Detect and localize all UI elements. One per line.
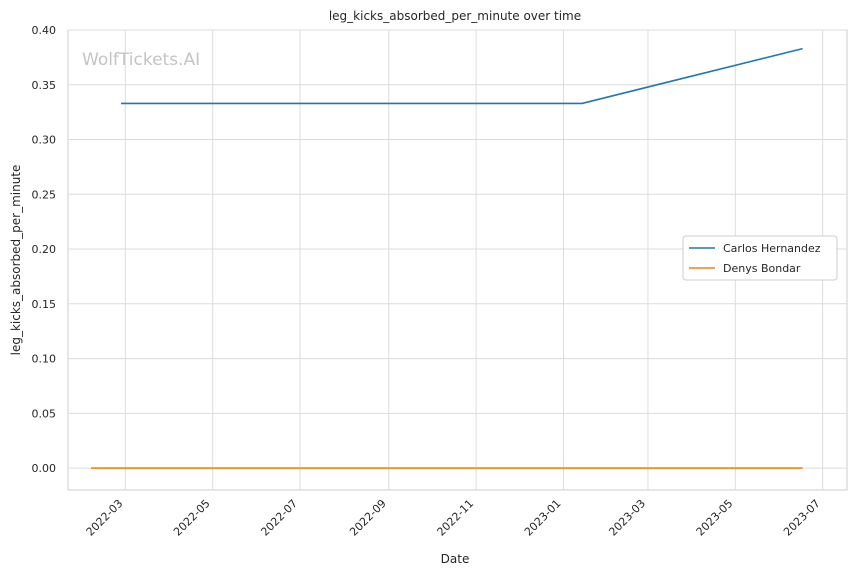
watermark: WolfTickets.AI	[82, 50, 200, 70]
y-tick-label: 0.25	[32, 188, 57, 201]
series-line-carlos-hernandez	[121, 47, 803, 105]
x-tick-label: 2022-11	[435, 497, 477, 539]
y-tick-label: 0.05	[32, 407, 57, 420]
legend-label-denys-bondar: Denys Bondar	[723, 262, 801, 275]
y-tick-label: 0.00	[32, 462, 57, 475]
x-axis-label: Date	[441, 552, 470, 566]
x-ticks: 2022-03 2022-05 2022-07 2022-09 2022-11 2023-…	[84, 497, 823, 539]
x-tick-label: 2023-01	[522, 497, 564, 539]
x-tick-label: 2022-05	[171, 497, 213, 539]
y-tick-label: 0.40	[32, 24, 57, 37]
series-layer	[90, 47, 803, 469]
x-tick-label: 2022-03	[84, 497, 126, 539]
y-tick-label: 0.15	[32, 298, 57, 311]
legend-label-carlos-hernandez: Carlos Hernandez	[723, 242, 821, 255]
legend: Carlos Hernandez Denys Bondar	[682, 235, 838, 281]
y-tick-label: 0.10	[32, 353, 57, 366]
y-tick-label: 0.30	[32, 134, 57, 147]
y-tick-label: 0.20	[32, 243, 57, 256]
x-tick-label: 2022-07	[258, 497, 300, 539]
x-tick-label: 2022-09	[347, 497, 389, 539]
x-tick-label: 2023-07	[781, 497, 823, 539]
y-axis-label: leg_kicks_absorbed_per_minute	[9, 165, 23, 356]
chart-title: leg_kicks_absorbed_per_minute over time	[329, 9, 581, 23]
legend-box	[682, 235, 838, 281]
x-tick-label: 2023-03	[606, 497, 648, 539]
y-ticks: 0.00 0.05 0.10 0.15 0.20 0.25 0.30 0.35 0.40	[32, 24, 57, 475]
x-tick-label: 2023-05	[694, 497, 736, 539]
y-tick-label: 0.35	[32, 79, 57, 92]
